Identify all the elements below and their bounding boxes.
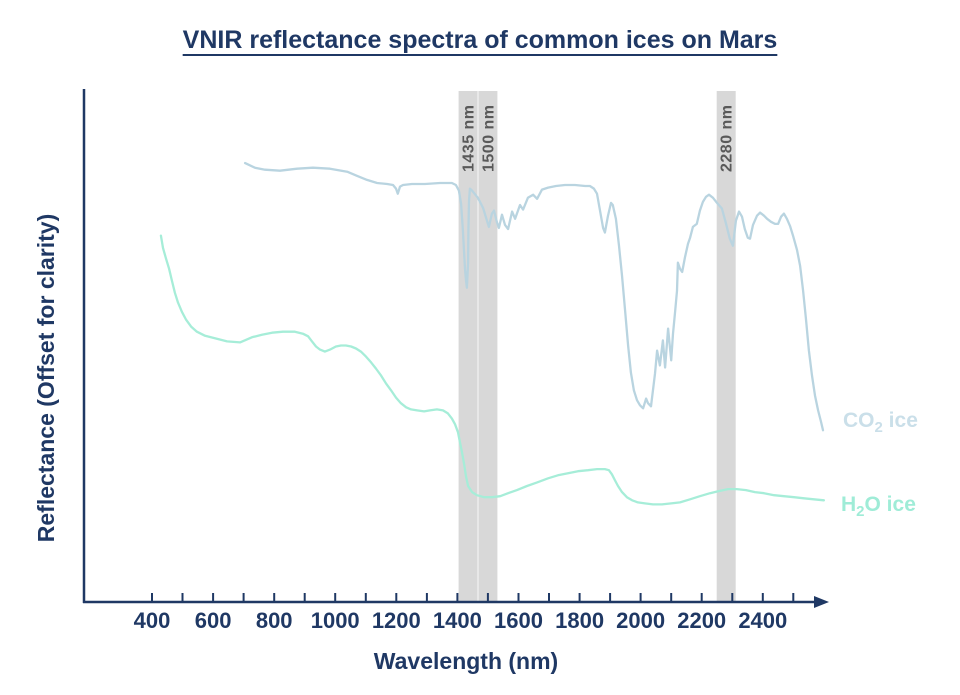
x-axis-tick-label: 2400 (738, 608, 787, 633)
x-axis-tick-label: 800 (256, 608, 293, 633)
x-axis-arrow-icon (814, 596, 829, 608)
co2-ice-curve (243, 161, 825, 432)
x-axis-tick-label: 600 (195, 608, 232, 633)
spectra-curves-group (159, 161, 826, 506)
x-axis-tick-label: 1600 (494, 608, 543, 633)
h2o-ice-curve (159, 234, 826, 506)
x-axis-ticks-group (151, 593, 795, 602)
chart-title: VNIR reflectance spectra of common ices … (182, 26, 778, 54)
absorption-band (716, 91, 736, 602)
co2-ice-label: CO2 ice (843, 409, 918, 436)
series-labels-group: CO2 ice H2O ice (841, 409, 918, 520)
absorption-band-label: 1500 nm (480, 104, 497, 172)
h2o-ice-label: H2O ice (841, 493, 916, 520)
x-axis-tick-label: 2000 (616, 608, 665, 633)
x-axis-tick-label: 2200 (677, 608, 726, 633)
absorption-bands-group: 1435 nm 1500 nm 2280 nm (458, 91, 736, 602)
y-axis-label: Reflectance (Offset for clarity) (33, 214, 59, 542)
x-axis-tick-label: 1200 (372, 608, 421, 633)
x-axis-tick-label: 1400 (433, 608, 482, 633)
x-axis-label: Wavelength (nm) (374, 648, 558, 674)
x-axis-tick-label: 1800 (555, 608, 604, 633)
x-axis-tick-label: 1000 (311, 608, 360, 633)
absorption-band-label: 2280 nm (719, 104, 736, 172)
axes-group (82, 89, 829, 608)
absorption-band (458, 91, 478, 602)
absorption-band-label: 1435 nm (461, 104, 478, 172)
x-axis-tick-label: 400 (134, 608, 171, 633)
absorption-band (478, 91, 498, 602)
x-axis-tick-labels-group: 400 600 800 1000 1200 1400 1600 1800 2000 2200 240… (134, 608, 788, 633)
